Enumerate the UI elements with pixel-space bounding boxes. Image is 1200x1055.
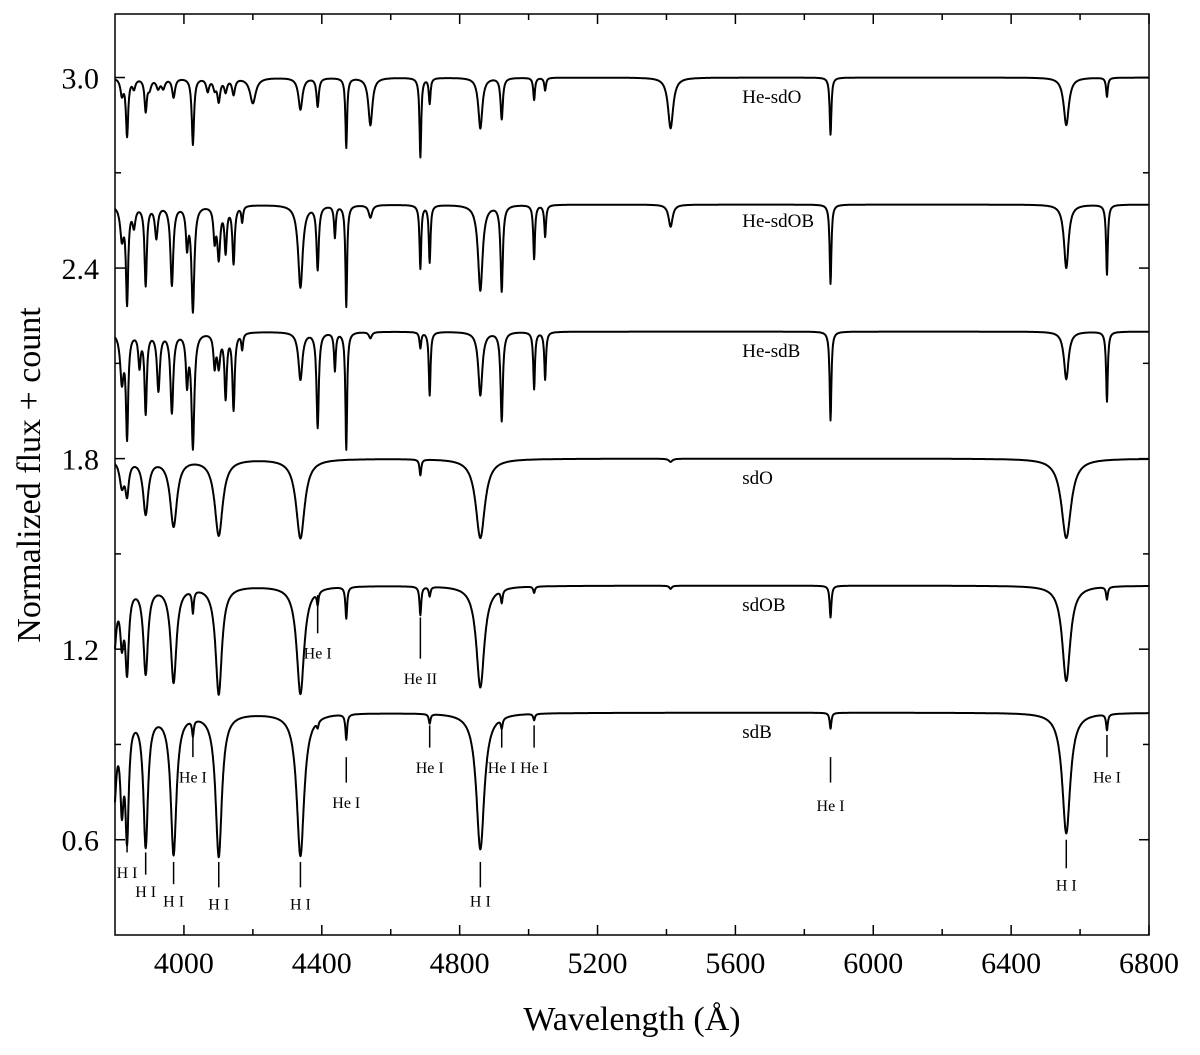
x-tick-label: 4400 (292, 947, 352, 980)
x-tick-label: 4000 (154, 947, 214, 980)
line-id-label: He I (304, 646, 332, 663)
x-tick-label: 5200 (568, 947, 628, 980)
tick-layer: 4000 4400 4800 5200 5600 6000 6400 6800 0.6 1.2 1.… (62, 14, 1179, 980)
y-tick-label: 1.8 (62, 444, 100, 477)
spectrum-line-he-sdo (114, 76, 1150, 159)
spectrum-line-he-sdb (114, 330, 1150, 451)
line-id-label: He I (520, 760, 548, 777)
y-axis-title: Normalized flux + count (11, 307, 48, 643)
spectrum-line-sdb (114, 711, 1150, 859)
line-id-label: He I (416, 760, 444, 777)
line-id-label: He I (817, 798, 845, 815)
x-tick-label: 6800 (1119, 947, 1179, 980)
line-id-label: He II (404, 671, 437, 688)
line-id-label: H I (208, 897, 229, 914)
x-tick-label: 6000 (843, 947, 903, 980)
y-tick-label: 2.4 (62, 253, 100, 286)
spectrum-label-he-sdb: He-sdB (742, 341, 800, 362)
line-id-label: He I (488, 760, 516, 777)
line-id-label: H I (135, 884, 156, 901)
plot-frame (114, 13, 1150, 936)
x-tick-label: 4800 (430, 947, 490, 980)
x-axis-title: Wavelength (Å) (523, 1001, 740, 1038)
y-tick-label: 1.2 (62, 634, 100, 667)
spectrum-label-he-sdo: He-sdO (742, 87, 801, 108)
line-id-label: H I (470, 893, 491, 910)
line-id-label: He I (179, 770, 207, 787)
x-tick-label: 5600 (705, 947, 765, 980)
spectrum-line-sdob (114, 584, 1150, 696)
spectrum-label-sdb: sdB (742, 722, 772, 743)
line-id-label: H I (1056, 878, 1077, 895)
spectrum-label-sdo: sdO (742, 468, 773, 489)
series-layer: He-sdO He-sdOB He-sdB sdO sdOB sdB (114, 76, 1150, 859)
line-id-label: H I (290, 897, 311, 914)
spectrum-label-he-sdob: He-sdOB (742, 211, 814, 232)
line-id-label: H I (117, 865, 138, 882)
y-tick-label: 3.0 (62, 63, 100, 96)
x-tick-label: 6400 (981, 947, 1041, 980)
spectrum-line-sdo (114, 457, 1150, 540)
line-id-label: He I (332, 795, 360, 812)
line-id-label: He I (1093, 770, 1121, 787)
spectrum-line-he-sdob (114, 203, 1150, 314)
y-tick-label: 0.6 (62, 825, 100, 858)
spectrum-label-sdob: sdOB (742, 595, 785, 616)
line-id-label: H I (163, 893, 184, 910)
